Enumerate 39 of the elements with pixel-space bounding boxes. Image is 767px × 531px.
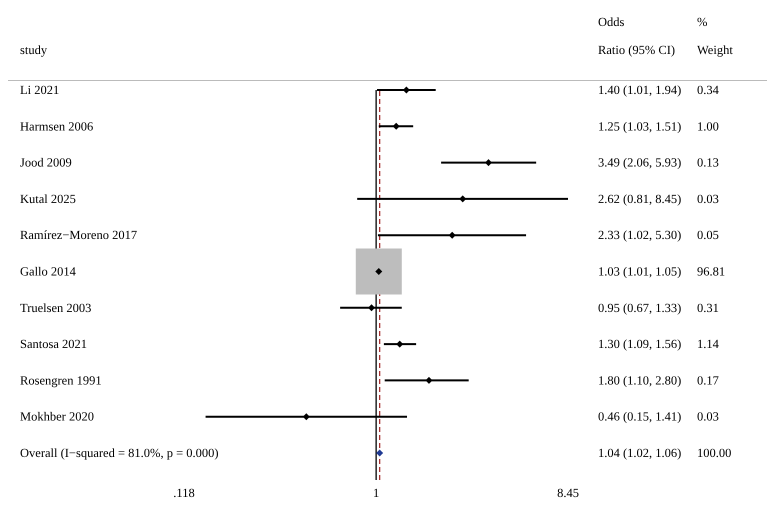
text: 96.81 (697, 264, 726, 278)
y-tick-label: Kutal 2025 (20, 192, 76, 206)
y-tick-label: Truelsen 2003 (20, 300, 92, 315)
data-label: 1.04 (1.02, 1.06) (598, 446, 682, 460)
data-label: 1.03 (1.01, 1.05) (598, 264, 682, 278)
y-tick-label: Mokhber 2020 (20, 410, 94, 424)
y-tick-label: Jood 2009 (20, 156, 72, 170)
text: 0.13 (697, 156, 719, 170)
data-label: 2.33 (1.02, 5.30) (598, 228, 682, 242)
x-tick-label: .118 (173, 486, 195, 500)
y-tick-label: Harmsen 2006 (20, 119, 94, 134)
y-tick-label: Rosengren 1991 (20, 373, 102, 388)
text: 0.31 (697, 300, 719, 315)
y-tick-label: Ramírez−Moreno 2017 (20, 228, 138, 242)
text: Odds Ratio (95% CI) (598, 14, 676, 59)
text: 0.03 (697, 410, 719, 424)
data-label: 3.49 (2.06, 5.93) (598, 156, 682, 170)
data-label: 1.30 (1.09, 1.56) (598, 337, 682, 352)
data-label: 0.46 (0.15, 1.41) (598, 410, 682, 424)
text: 0.34 (697, 83, 720, 97)
data-label: 1.80 (1.10, 2.80) (598, 373, 682, 388)
text: 0.17 (697, 373, 719, 388)
data-label: 2.62 (0.81, 8.45) (598, 192, 682, 206)
text: 0.03 (697, 192, 719, 206)
text: 1.00 (697, 119, 719, 134)
text: 1.14 (697, 337, 720, 352)
data-label: 1.25 (1.03, 1.51) (598, 119, 682, 134)
text: 100.00 (697, 446, 732, 460)
y-tick-label: Overall (I−squared = 81.0%, p = 0.000) (20, 446, 219, 460)
y-tick-label: Li 2021 (20, 83, 60, 97)
text: % Weight (697, 14, 733, 59)
y-axis-title: study (20, 42, 48, 59)
text: 0.05 (697, 228, 719, 242)
x-tick-label: 1 (373, 486, 380, 500)
data-label: 1.40 (1.01, 1.94) (598, 83, 682, 97)
y-tick-label: Gallo 2014 (20, 264, 77, 278)
x-tick-label: 8.45 (557, 486, 579, 500)
y-tick-label: Santosa 2021 (20, 337, 88, 352)
data-label: 0.95 (0.67, 1.33) (598, 300, 682, 315)
